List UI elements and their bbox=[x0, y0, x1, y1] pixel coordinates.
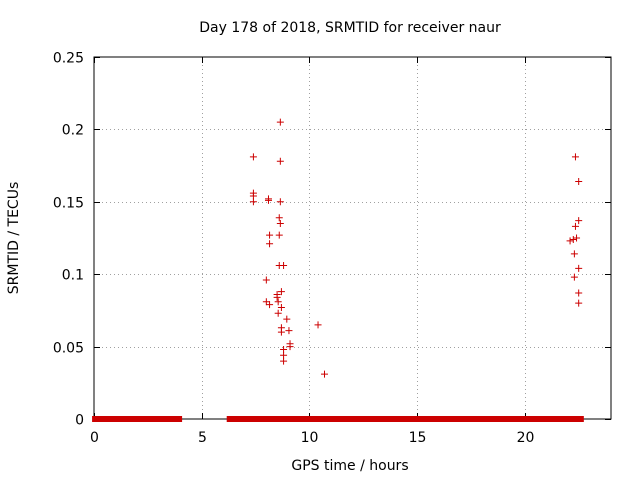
data-point bbox=[566, 237, 574, 245]
data-point bbox=[575, 217, 583, 225]
data-point bbox=[275, 214, 283, 222]
zero-value-marks bbox=[226, 416, 584, 422]
data-point bbox=[266, 301, 274, 309]
data-point bbox=[314, 321, 322, 329]
tick-labels: 0 5 10 15 20 0 0.05 0.1 0.15 0.2 0.25 bbox=[53, 51, 535, 447]
data-point bbox=[571, 222, 579, 230]
y-axis-label: SRMTID / TECUs bbox=[6, 182, 22, 295]
y-tick-label: 0 bbox=[75, 413, 84, 429]
x-tick-label: 20 bbox=[517, 430, 535, 446]
data-point bbox=[571, 153, 579, 161]
data-point bbox=[262, 276, 270, 284]
data-point bbox=[277, 288, 285, 296]
x-tick-label: 15 bbox=[409, 430, 427, 446]
data-point bbox=[276, 157, 284, 165]
data-point bbox=[276, 220, 284, 228]
data-point bbox=[276, 118, 284, 126]
axis-ticks bbox=[94, 57, 611, 420]
data-marks bbox=[92, 118, 584, 422]
x-tick-label: 0 bbox=[90, 430, 99, 446]
data-point bbox=[280, 357, 288, 365]
x-tick-label: 10 bbox=[301, 430, 319, 446]
data-point bbox=[285, 327, 293, 335]
y-tick-label: 0.2 bbox=[62, 123, 84, 139]
data-point bbox=[320, 370, 328, 378]
zero-value-marks bbox=[92, 416, 183, 422]
y-tick-label: 0.25 bbox=[53, 51, 84, 67]
x-tick-label: 5 bbox=[198, 430, 207, 446]
data-point bbox=[280, 262, 288, 270]
data-point bbox=[274, 298, 282, 306]
data-point bbox=[274, 309, 282, 317]
data-point bbox=[273, 293, 281, 301]
data-point bbox=[570, 273, 578, 281]
data-point bbox=[276, 198, 284, 206]
y-tick-label: 0.05 bbox=[53, 341, 84, 357]
data-point bbox=[277, 328, 285, 336]
data-point bbox=[266, 240, 274, 248]
data-point bbox=[569, 235, 577, 243]
y-tick-label: 0.15 bbox=[53, 196, 84, 212]
data-point bbox=[570, 250, 578, 258]
data-point bbox=[575, 289, 583, 297]
data-point bbox=[575, 264, 583, 272]
y-tick-label: 0.1 bbox=[62, 268, 84, 284]
data-point bbox=[283, 315, 291, 323]
data-point bbox=[264, 196, 272, 204]
data-point bbox=[275, 231, 283, 239]
data-point bbox=[573, 234, 581, 242]
data-point bbox=[575, 178, 583, 186]
plot-frame bbox=[93, 56, 612, 420]
data-point bbox=[277, 304, 285, 312]
x-axis-label: GPS time / hours bbox=[291, 458, 408, 474]
data-point bbox=[249, 198, 257, 206]
data-point bbox=[249, 153, 257, 161]
data-point bbox=[286, 343, 294, 351]
chart-title: Day 178 of 2018, SRMTID for receiver nau… bbox=[199, 20, 501, 36]
data-point bbox=[262, 298, 270, 306]
grid-lines bbox=[94, 57, 611, 419]
data-point bbox=[266, 231, 274, 239]
data-point bbox=[575, 299, 583, 307]
